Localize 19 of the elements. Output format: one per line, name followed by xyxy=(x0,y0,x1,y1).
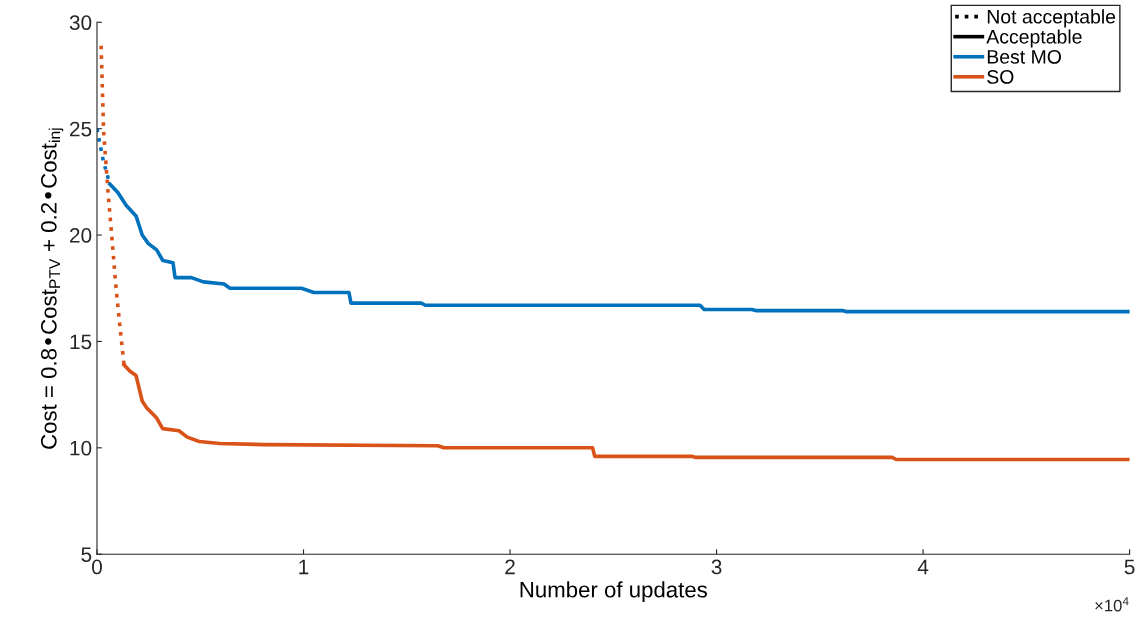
x-axis-title: Number of updates xyxy=(520,581,707,602)
y-tick-label: 20 xyxy=(70,228,92,243)
y-tick-label: 5 xyxy=(81,547,92,562)
legend-label: Acceptable xyxy=(986,29,1082,48)
x-tick-label: 0 xyxy=(92,559,102,575)
y-tick-label: 30 xyxy=(69,15,92,31)
legend-label: Best MO xyxy=(987,49,1061,64)
x-tick-label: 3 xyxy=(711,559,722,575)
y-tick-label: 10 xyxy=(70,440,92,456)
legend-label: SO xyxy=(987,70,1014,84)
text: ×10$^{4}$ xyxy=(1095,597,1129,612)
x-tick-label: 1 xyxy=(299,559,309,575)
x-tick-label: 4 xyxy=(917,559,929,575)
y-tick-label: 15 xyxy=(70,334,92,350)
y-axis-title: Cost = 0.8•Cost$_{PTV}$ + 0.2•Cost$_{inj}$ xyxy=(40,128,64,449)
y-tick-label: 25 xyxy=(70,121,92,137)
legend-label: Not acceptable xyxy=(987,9,1116,28)
x-tick-label: 2 xyxy=(505,559,515,575)
x-tick-label: 5 xyxy=(1124,559,1135,575)
